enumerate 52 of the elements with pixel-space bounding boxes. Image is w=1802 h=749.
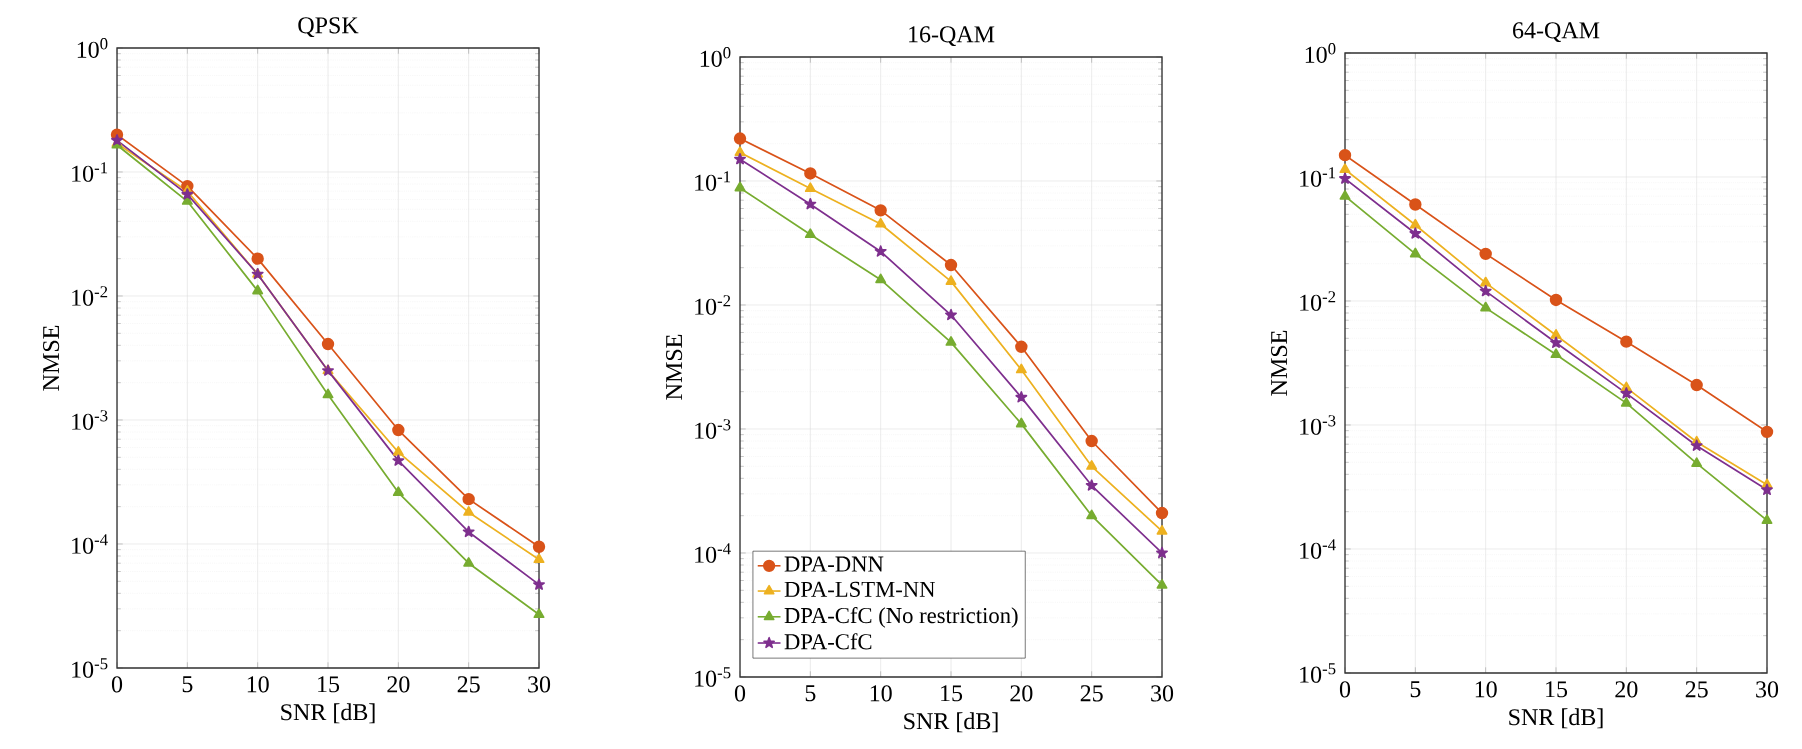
x-axis-title: SNR [dB]	[281, 703, 375, 724]
legend-label: DPA-DNN	[784, 556, 884, 572]
x-axis-title: SNR [dB]	[1509, 708, 1603, 729]
y-tick-label: 10$^{-1}$	[695, 171, 731, 191]
x-tick-label: 0	[1339, 681, 1351, 698]
y-tick-label: 10$^{-1}$	[1300, 167, 1336, 187]
y-tick-label: 10$^{-4}$	[695, 543, 731, 563]
chart-title: 64-QAM	[1513, 22, 1600, 43]
x-tick-label: 30	[1151, 685, 1174, 702]
y-tick-label: 10$^{-3}$	[72, 410, 108, 430]
y-tick-label: 10$^{-5}$	[695, 667, 731, 687]
x-tick-label: 15	[318, 676, 340, 693]
y-axis-title: NMSE	[1271, 330, 1288, 396]
x-tick-label: 20	[1615, 681, 1638, 698]
y-tick-label: 10$^{-2}$	[72, 286, 108, 306]
x-tick-label: 10	[870, 685, 892, 702]
y-tick-label: 10$^{-4}$	[1300, 539, 1336, 559]
y-tick-label: 10$^{-2}$	[1300, 291, 1336, 311]
x-tick-label: 25	[1685, 681, 1708, 698]
y-axis-title: NMSE	[43, 325, 60, 391]
x-tick-label: 30	[528, 676, 551, 693]
x-tick-label: 25	[1080, 685, 1103, 702]
y-tick-label: 10$^{-3}$	[1300, 415, 1336, 435]
y-tick-label: 10$^{0}$	[700, 47, 731, 67]
chart-title: 16-QAM	[909, 26, 995, 47]
x-tick-label: 5	[1410, 681, 1421, 698]
y-tick-label: 10$^{-5}$	[72, 658, 108, 678]
x-tick-label: 15	[941, 685, 963, 702]
y-tick-label: 10$^{-3}$	[695, 419, 731, 439]
x-tick-label: 0	[734, 685, 746, 702]
chart-title: QPSK	[298, 17, 359, 38]
x-tick-label: 10	[1475, 681, 1497, 698]
legend-label: DPA-CfC (No restriction)	[784, 607, 1018, 628]
y-axis-title: NMSE	[666, 334, 683, 400]
y-tick-label: 10$^{-4}$	[72, 534, 108, 554]
y-tick-label: 10$^{-1}$	[72, 162, 108, 182]
x-tick-label: 10	[247, 676, 269, 693]
y-tick-label: 10$^{-2}$	[695, 295, 731, 315]
legend-label: DPA-CfC	[784, 633, 872, 650]
x-tick-label: 30	[1756, 681, 1779, 698]
x-tick-label: 20	[1010, 685, 1033, 702]
y-tick-label: 10$^{0}$	[1305, 43, 1336, 63]
x-tick-label: 25	[457, 676, 480, 693]
x-axis-title: SNR [dB]	[904, 712, 998, 733]
x-tick-label: 5	[805, 685, 816, 702]
x-tick-label: 0	[111, 676, 123, 693]
x-tick-label: 5	[182, 676, 193, 693]
y-tick-label: 10$^{-5}$	[1300, 663, 1336, 683]
legend-label: DPA-LSTM-NN	[784, 581, 935, 597]
y-tick-label: 10$^{0}$	[77, 38, 108, 58]
x-tick-label: 20	[387, 676, 410, 693]
x-tick-label: 15	[1546, 681, 1568, 698]
